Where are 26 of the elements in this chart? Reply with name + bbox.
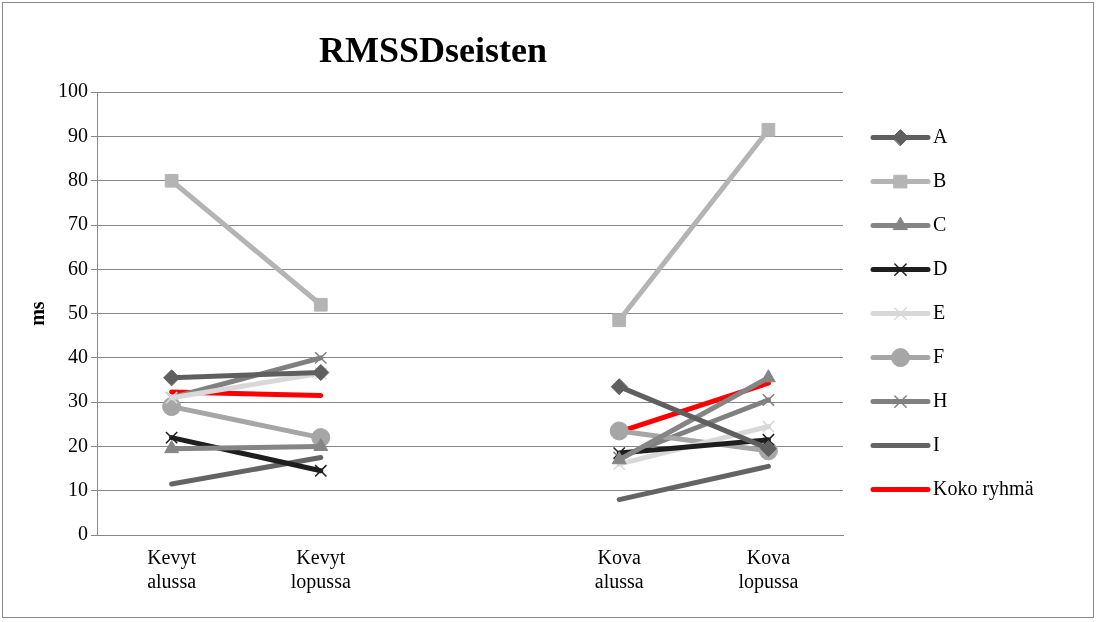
y-axis-title: ms — [26, 301, 49, 326]
y-tick-label: 60 — [68, 256, 88, 279]
legend-label: H — [933, 388, 948, 411]
y-tick-label: 40 — [68, 345, 88, 368]
y-tick-label: 90 — [68, 123, 88, 146]
y-tick-label: 80 — [68, 168, 88, 191]
y-tick-label: 100 — [58, 79, 88, 102]
y-tick-label: 50 — [68, 300, 88, 323]
legend-label: A — [933, 124, 948, 147]
legend-label: D — [933, 256, 948, 279]
x-tick-label: Kevyt alussa — [147, 546, 197, 593]
legend-label: E — [933, 300, 946, 323]
y-tick-label: 10 — [68, 477, 88, 500]
legend-label: Koko ryhmä — [933, 476, 1034, 500]
chart-title: RMSSDseisten — [318, 29, 548, 70]
legend-label: C — [933, 212, 947, 235]
y-tick-label: 0 — [78, 522, 88, 545]
legend-label: F — [933, 344, 945, 367]
x-tick-label: Kevyt lopussa — [290, 546, 351, 594]
y-tick-label: 70 — [68, 212, 88, 235]
y-tick-label: 20 — [68, 433, 88, 456]
y-tick-label: 30 — [68, 389, 88, 412]
x-tick-label: Kova lopussa — [738, 546, 799, 594]
x-tick-label: Kova alussa — [594, 546, 644, 593]
legend-label: B — [933, 168, 947, 191]
legend-label: I — [933, 432, 940, 455]
